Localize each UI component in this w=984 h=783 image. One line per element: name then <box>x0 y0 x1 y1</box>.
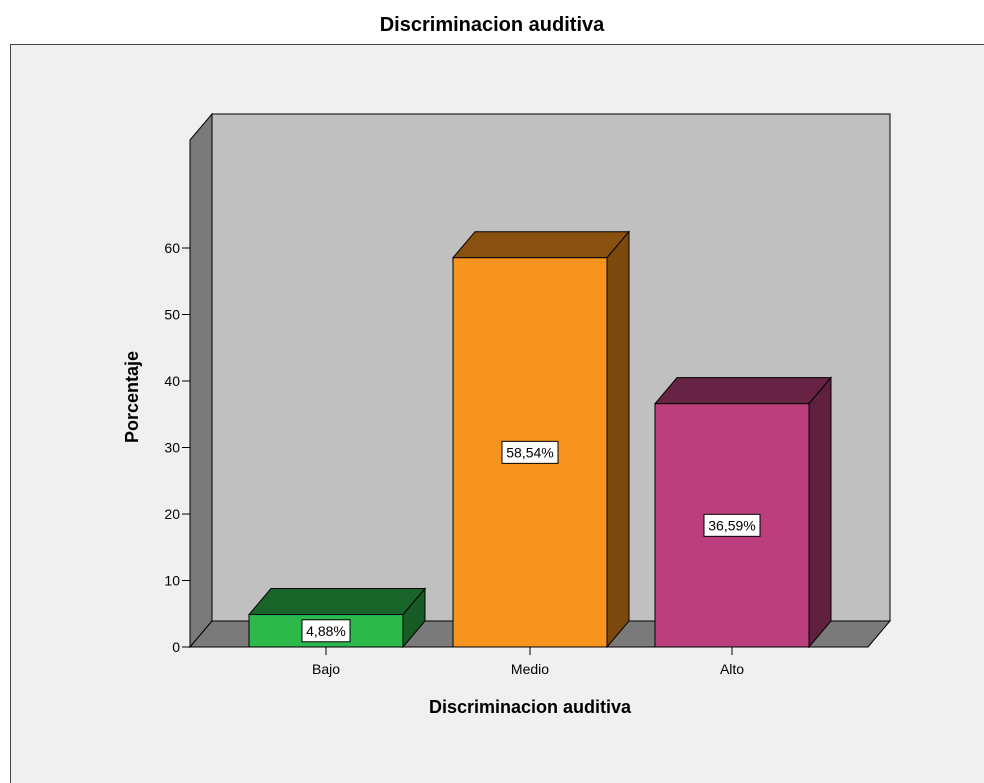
x-axis-title: Discriminacion auditiva <box>429 697 632 717</box>
data-label: 58,54% <box>506 444 553 460</box>
y-tick-label: 0 <box>172 639 180 655</box>
x-tick-label: Alto <box>720 661 744 677</box>
bar-medio: 58,54% <box>451 230 631 649</box>
y-axis-title: Porcentaje <box>122 351 142 443</box>
y-axis-ticks: 0 10 20 30 40 50 60 <box>164 240 190 655</box>
y-tick-label: 10 <box>164 573 180 589</box>
y-tick-label: 20 <box>164 506 180 522</box>
bar-side <box>606 230 630 649</box>
left-wall <box>189 112 213 649</box>
bar-bajo: 4,88% <box>247 587 427 649</box>
data-label-box <box>703 513 761 537</box>
bar-side <box>808 376 832 649</box>
bar-top <box>247 588 427 616</box>
y-tick-label: 30 <box>164 440 180 456</box>
data-label-box <box>301 619 351 643</box>
y-tick-label: 60 <box>164 240 180 256</box>
bar-top <box>653 377 833 405</box>
data-label: 4,88% <box>306 623 346 639</box>
bar-top <box>451 231 631 259</box>
x-axis-categories: Bajo Medio Alto <box>312 647 744 677</box>
bar-alto: 36,59% <box>653 376 833 649</box>
bars: 4,88% 58,54% 36,59% <box>247 230 833 649</box>
y-tick-label: 50 <box>164 307 180 323</box>
y-tick-label: 40 <box>164 373 180 389</box>
x-tick-label: Bajo <box>312 661 340 677</box>
chart-title: Discriminacion auditiva <box>379 14 605 36</box>
data-label: 36,59% <box>708 517 755 533</box>
data-label-box <box>501 440 559 464</box>
x-tick-label: Medio <box>511 661 549 677</box>
